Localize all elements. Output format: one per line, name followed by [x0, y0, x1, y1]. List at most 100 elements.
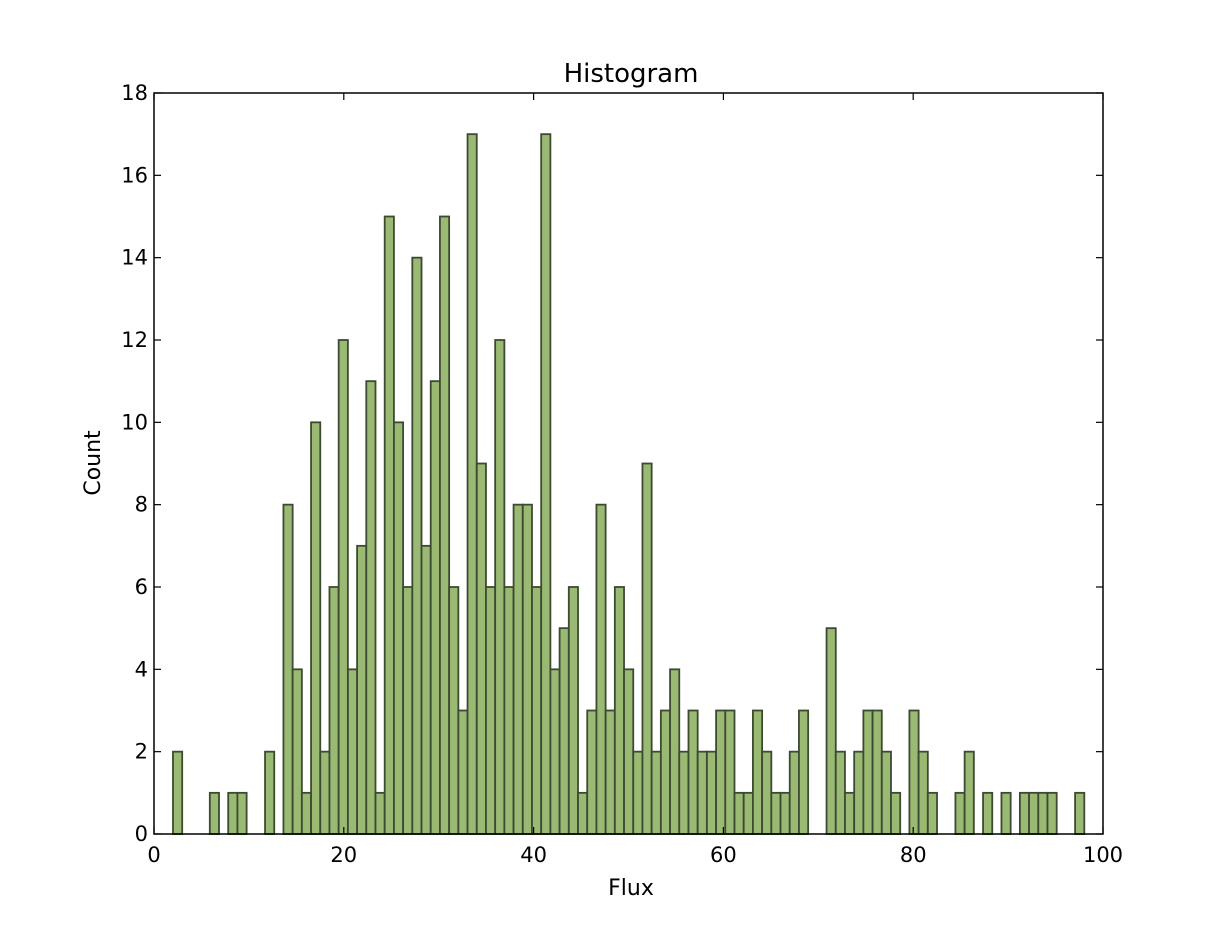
histogram-bar — [531, 586, 543, 835]
histogram-bar — [742, 791, 754, 835]
histogram-bar — [346, 668, 358, 835]
histogram-bar — [779, 791, 791, 835]
histogram-bar — [1046, 791, 1058, 835]
y-tick-label: 0 — [135, 822, 148, 846]
x-tick-label: 0 — [147, 843, 160, 867]
histogram-bar — [890, 791, 902, 835]
histogram-bar — [512, 503, 524, 835]
histogram-bar — [264, 750, 276, 835]
histogram-bar — [1037, 791, 1049, 835]
y-tick-label: 6 — [135, 575, 148, 599]
histogram-bar — [650, 750, 662, 835]
histogram-bar — [982, 791, 994, 835]
histogram-bar — [1018, 791, 1030, 835]
chart-title: Histogram — [564, 59, 699, 89]
histogram-bar — [356, 544, 368, 835]
histogram-bar — [291, 668, 303, 835]
histogram-bar — [586, 709, 598, 835]
y-tick-label: 16 — [121, 163, 148, 187]
x-tick-label: 100 — [1083, 843, 1123, 867]
histogram-bar — [439, 215, 451, 835]
histogram-bar — [485, 586, 497, 835]
x-tick-label: 80 — [900, 843, 927, 867]
histogram-bar — [705, 750, 717, 835]
histogram-bar — [172, 750, 184, 835]
histogram-bar — [282, 503, 294, 835]
histogram-bar — [908, 709, 920, 835]
histogram-bar — [752, 709, 764, 835]
histogram-bar — [319, 750, 331, 835]
bars-group — [172, 133, 1086, 835]
y-axis-label: Count — [81, 430, 106, 496]
histogram-bar — [1000, 791, 1012, 835]
histogram-bar — [853, 750, 865, 835]
x-tick-label: 20 — [330, 843, 357, 867]
histogram-bar — [770, 791, 782, 835]
y-tick-label: 18 — [121, 81, 148, 105]
histogram-bar — [761, 750, 773, 835]
histogram-bar — [503, 586, 515, 835]
histogram-bar — [659, 709, 671, 835]
histogram-bar — [448, 586, 460, 835]
histogram-bar — [798, 709, 810, 835]
histogram-bar — [227, 791, 239, 835]
histogram-bar — [687, 709, 699, 835]
histogram-bar — [393, 421, 405, 835]
histogram-bar — [420, 544, 432, 835]
histogram-bar — [862, 709, 874, 835]
histogram-bar — [549, 668, 561, 835]
y-tick-label: 2 — [135, 740, 148, 764]
histogram-bar — [374, 791, 386, 835]
histogram-bar — [825, 627, 837, 835]
histogram-bar — [567, 586, 579, 835]
histogram-bar — [715, 709, 727, 835]
histogram-bar — [494, 339, 506, 835]
histogram-bar — [310, 421, 322, 835]
y-tick-label: 4 — [135, 657, 148, 681]
x-tick-label: 60 — [710, 843, 737, 867]
histogram-bar — [880, 750, 892, 835]
histogram-bar — [733, 791, 745, 835]
histogram-bar — [475, 462, 487, 835]
histogram-bar — [521, 503, 533, 835]
histogram-bar — [558, 627, 570, 835]
y-tick-label: 10 — [121, 410, 148, 434]
y-tick-label: 8 — [135, 493, 148, 517]
y-tick-label: 14 — [121, 246, 148, 270]
histogram-bar — [328, 586, 340, 835]
histogram-bar — [411, 256, 423, 835]
histogram-bar — [696, 750, 708, 835]
histogram-bar — [402, 586, 414, 835]
histogram-bar — [788, 750, 800, 835]
histogram-bar — [365, 380, 377, 835]
ticks-group: 0 20 40 60 80 100 0 2 4 6 8 10 12 14 16 18 — [121, 81, 1123, 867]
histogram-bar — [613, 586, 625, 835]
x-axis-label: Flux — [608, 876, 654, 901]
axes-frame — [153, 92, 1104, 835]
histogram-bar — [844, 791, 856, 835]
histogram-bar — [678, 750, 690, 835]
histogram-bar — [457, 709, 469, 835]
histogram-bar — [466, 133, 478, 835]
histogram-bar — [208, 791, 220, 835]
histogram-bar — [917, 750, 929, 835]
histogram-bar — [954, 791, 966, 835]
histogram-bar — [429, 380, 441, 835]
histogram-bar — [595, 503, 607, 835]
histogram-bar — [577, 791, 589, 835]
histogram-bar — [641, 462, 653, 835]
histogram-bar — [1028, 791, 1040, 835]
x-tick-label: 40 — [520, 843, 547, 867]
histogram-bar — [632, 750, 644, 835]
histogram-bar — [871, 709, 883, 835]
histogram-bar — [540, 133, 552, 835]
histogram-bar — [236, 791, 248, 835]
histogram-bar — [300, 791, 312, 835]
y-tick-label: 12 — [121, 328, 148, 352]
histogram-bar — [1074, 791, 1086, 835]
histogram-bar — [834, 750, 846, 835]
histogram-bar — [383, 215, 395, 835]
histogram-bar — [963, 750, 975, 835]
histogram-bar — [623, 668, 635, 835]
